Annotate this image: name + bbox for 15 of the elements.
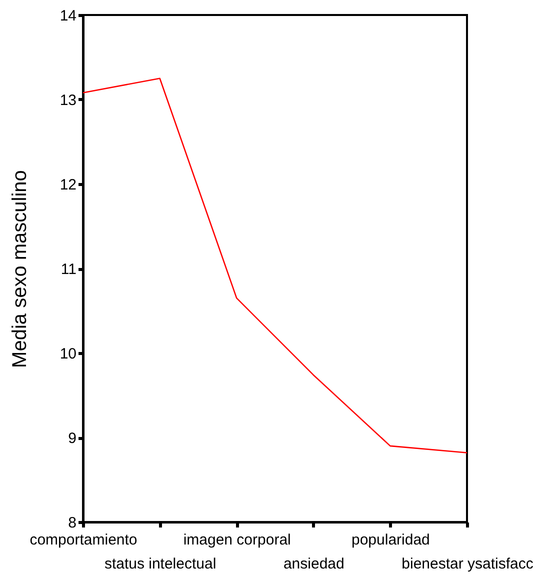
y-tick-label: 13 <box>60 92 76 109</box>
y-tick-label: 14 <box>60 8 76 24</box>
y-tick-label: 9 <box>68 430 76 447</box>
x-tick-label: ansiedad <box>283 556 344 572</box>
line-series <box>82 78 468 454</box>
x-tick-label: comportamiento <box>30 532 138 548</box>
y-tick-label: 10 <box>60 346 76 362</box>
y-tick-label: 12 <box>60 176 76 194</box>
x-tick-label: imagen corporal <box>183 532 291 548</box>
y-axis-title: Media sexo masculino <box>8 170 31 368</box>
x-tick-label: status intelectual <box>104 556 216 572</box>
x-tick-label: popularidad <box>351 532 430 548</box>
y-tick-label: 8 <box>68 514 76 532</box>
x-tick-label: bienestar ysatisfacc <box>402 556 534 572</box>
y-tick-label: 11 <box>60 261 76 278</box>
